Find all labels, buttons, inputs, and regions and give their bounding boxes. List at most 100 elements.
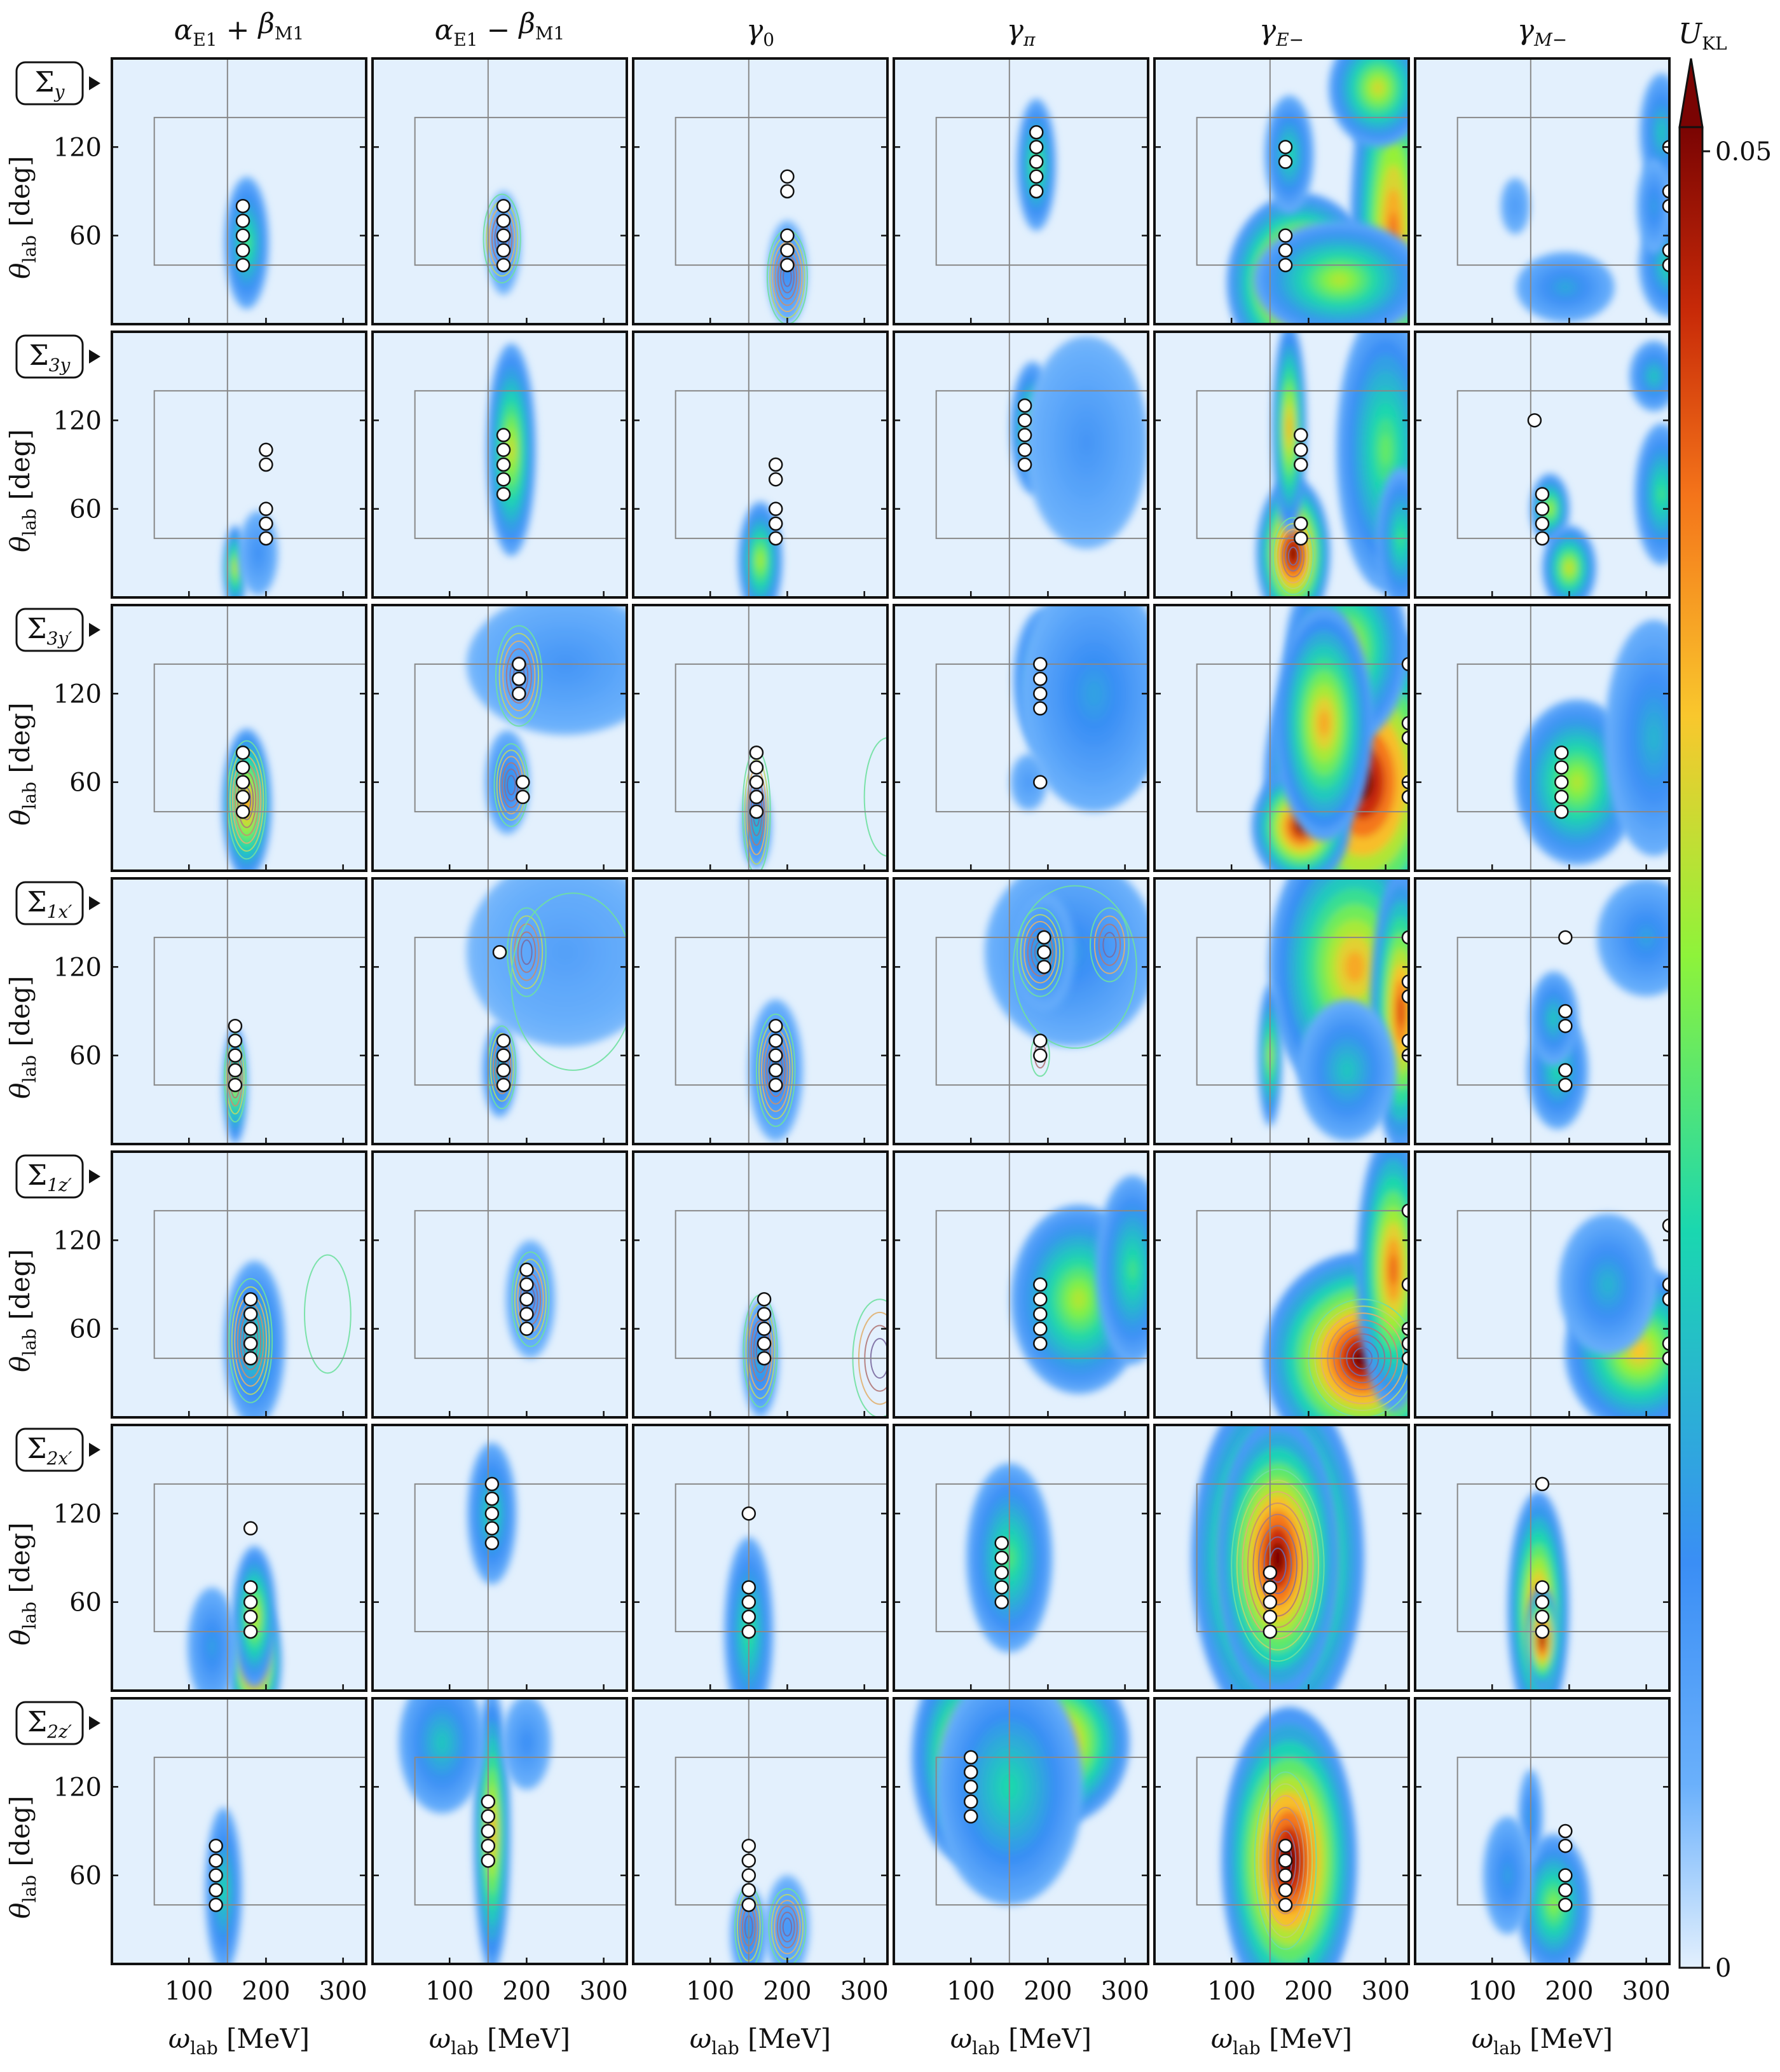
column-title-part: γ (1007, 14, 1024, 46)
data-point (496, 1077, 511, 1093)
row-arrow-icon (89, 896, 100, 910)
kinematic-box (153, 936, 366, 1086)
data-point (1401, 1336, 1409, 1351)
panel-frame (111, 1150, 367, 1419)
data-point (756, 1336, 772, 1351)
panel-frame (1414, 1150, 1671, 1419)
panel-background (373, 1152, 627, 1417)
column-title-part: γ (1259, 14, 1277, 46)
row-badge-sub: 1x′ (47, 901, 73, 922)
x-axis-label-unit: [MeV] (218, 2023, 310, 2054)
heat-blob (1025, 336, 1148, 549)
data-point (259, 442, 273, 458)
data-point (749, 775, 764, 789)
y-axis-label: θlab [deg] (4, 1796, 40, 1919)
row-badge-box (15, 1154, 84, 1199)
panel-sigma-3y-prime-gamma-m-minus (1414, 604, 1671, 872)
heat-level (784, 1921, 790, 1933)
row-badge-sub: 1z′ (47, 1175, 72, 1196)
data-point (484, 1536, 500, 1551)
y-axis-label-symbol: θ (4, 263, 36, 279)
heat-level (1602, 1276, 1613, 1293)
panel-sigma-1x-prime-alpha-minus-beta (371, 877, 628, 1145)
row-badge-box (15, 61, 84, 106)
heat-blob (1253, 221, 1409, 324)
contour-line (1247, 1502, 1308, 1628)
data-point (512, 657, 526, 672)
row-badge-text: Σy (35, 66, 65, 102)
data-point (481, 1838, 496, 1853)
data-point (1558, 1077, 1573, 1093)
data-point (1294, 428, 1308, 442)
data-point (1662, 1351, 1669, 1366)
contour-line (510, 915, 544, 990)
column-title-part: M− (1533, 29, 1567, 50)
data-point (496, 428, 511, 442)
y-axis-label-sub: lab (19, 1875, 40, 1903)
y-tick-label: 60 (69, 1315, 102, 1344)
x-axis-label-unit: [MeV] (1000, 2023, 1092, 2054)
panel-frame (371, 57, 628, 325)
heat-blob (1482, 1816, 1533, 1935)
heat-level (1559, 283, 1571, 292)
y-axis-label-symbol: θ (4, 1083, 36, 1099)
data-point (1278, 1838, 1293, 1853)
data-point (1662, 198, 1669, 214)
data-point (1037, 930, 1051, 945)
panel-frame (632, 331, 889, 599)
panel-sigma-2z-prime-gamma-m-minus (1414, 1697, 1671, 1965)
data-point (243, 1580, 258, 1595)
data-point (481, 1853, 496, 1868)
panel-sigma-y-alpha-minus-beta (371, 57, 628, 325)
data-point (1017, 428, 1032, 442)
panel-content (414, 58, 627, 324)
data-point (1401, 974, 1409, 989)
panel-sigma-1z-prime-gamma-pi (893, 1150, 1149, 1419)
data-point (1033, 1277, 1048, 1292)
data-point (512, 671, 526, 686)
data-point (235, 789, 250, 805)
column-title-part: γ (746, 14, 763, 46)
contour-line (223, 1032, 247, 1123)
panel-frame (893, 57, 1149, 325)
panel-content (935, 1425, 1148, 1691)
panel-content (674, 58, 887, 324)
data-point (1278, 1883, 1293, 1898)
data-point (1401, 1203, 1409, 1218)
panel-content (674, 1698, 887, 1964)
row-badge-sigma: Σ (35, 66, 55, 99)
colorbar-title-sub: KL (1702, 33, 1727, 54)
panel-content (153, 878, 366, 1144)
panel-content (414, 1152, 627, 1417)
column-title-alpha-minus-beta: αE1 − βM1 (435, 8, 565, 50)
panel-frame (1153, 1150, 1410, 1419)
panel-frame (632, 1150, 889, 1419)
data-point (780, 184, 795, 199)
x-tick-label: 100 (1207, 1977, 1256, 2006)
panel-content (1196, 605, 1409, 871)
y-axis-label: θlab [deg] (4, 1249, 40, 1372)
panel-sigma-1x-prime-alpha-plus-beta (111, 877, 367, 1145)
heat-level (437, 1735, 447, 1751)
column-title-gamma-pi: γπ (1007, 14, 1036, 50)
kinematic-box (153, 1756, 366, 1906)
data-point (749, 760, 764, 775)
x-axis-label-sub: lab (711, 2038, 739, 2059)
data-point (243, 1321, 258, 1336)
panel-sigma-3y-gamma-m-minus (1414, 331, 1671, 599)
data-point (1535, 1595, 1550, 1609)
heat-level (1380, 434, 1392, 466)
data-point (228, 1077, 243, 1093)
data-point (209, 1853, 223, 1868)
data-point (1033, 657, 1048, 672)
data-point (768, 1018, 783, 1033)
panel-sigma-2z-prime-gamma0 (632, 1697, 889, 1965)
data-point (243, 1624, 258, 1639)
heat-level (221, 1881, 226, 1900)
kinematic-box (414, 936, 627, 1086)
data-point (994, 1536, 1009, 1551)
data-point (768, 531, 783, 546)
row-label-sigma-1x-prime: Σ1x′ (15, 881, 100, 925)
data-point (1558, 1868, 1573, 1883)
